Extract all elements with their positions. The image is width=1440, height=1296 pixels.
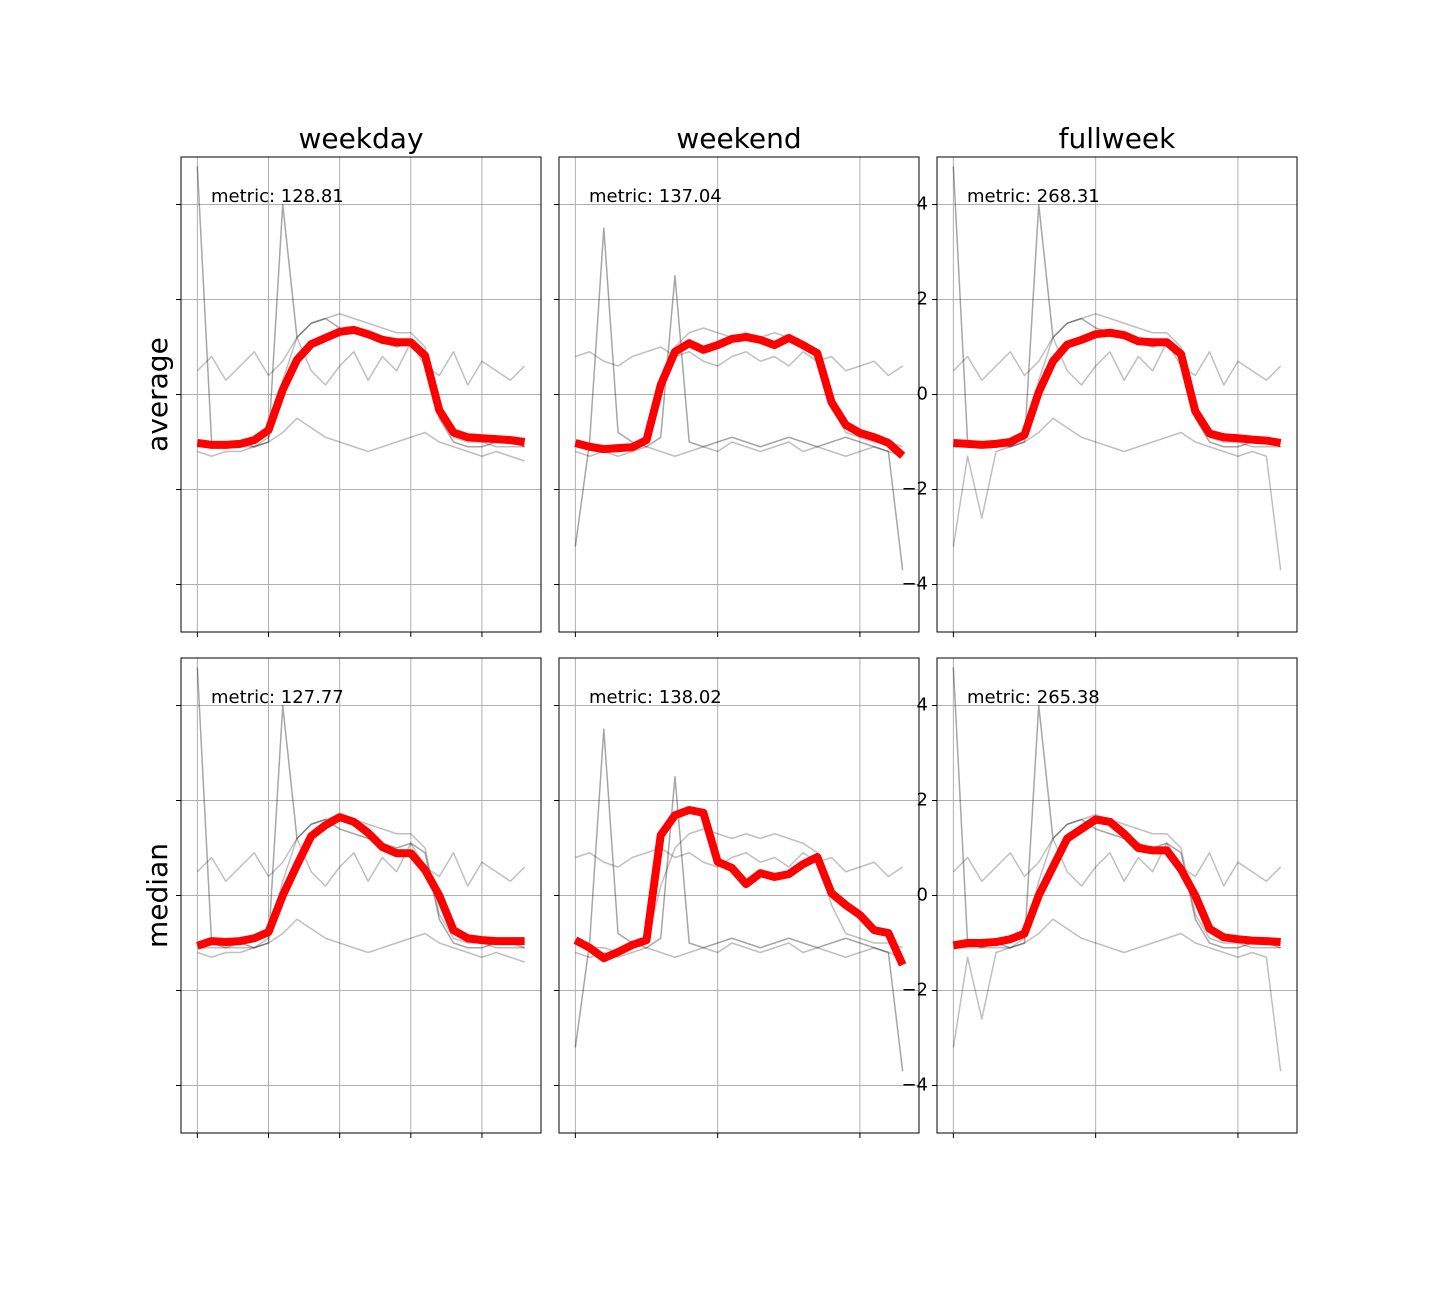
series-line xyxy=(196,166,525,448)
panel-title: weekday xyxy=(298,122,423,155)
series-line xyxy=(197,417,525,462)
row-label: average xyxy=(141,337,174,452)
axes-frame xyxy=(180,156,542,633)
y-tick-label: 4 xyxy=(917,194,928,215)
panel-title: weekend xyxy=(676,122,801,155)
series-line xyxy=(575,942,903,958)
y-tick-label: 2 xyxy=(917,289,928,310)
panel-title: fullweek xyxy=(1059,122,1177,155)
annotation: metric: 265.38 xyxy=(967,687,1100,708)
row-label: median xyxy=(141,843,174,948)
series-line xyxy=(952,837,1282,887)
series-line xyxy=(953,814,1281,949)
lines xyxy=(952,166,1282,571)
series-line xyxy=(953,328,1282,449)
lines xyxy=(196,166,526,462)
series-line xyxy=(197,814,525,949)
y-tick-label: −4 xyxy=(901,574,928,595)
series-line xyxy=(952,815,1281,950)
series-line xyxy=(197,313,525,448)
annotation: metric: 128.81 xyxy=(211,186,344,207)
series-line xyxy=(574,333,906,459)
series-line xyxy=(574,227,904,571)
y-tick-label: −2 xyxy=(901,980,928,1001)
y-tick-label: 4 xyxy=(917,695,928,716)
lines xyxy=(574,227,906,571)
series-line xyxy=(196,813,525,950)
lines xyxy=(196,667,526,963)
annotation: metric: 138.02 xyxy=(589,687,722,708)
series-line xyxy=(196,837,526,887)
series-line xyxy=(196,325,526,449)
axes-frame xyxy=(936,156,1298,633)
y-tick-label: −4 xyxy=(901,1075,928,1096)
axes-frame xyxy=(558,156,920,633)
y-tick-label: 0 xyxy=(917,885,928,906)
annotation: metric: 137.04 xyxy=(589,186,722,207)
series-line xyxy=(952,417,1282,571)
series-line xyxy=(197,918,525,963)
y-tick-label: 2 xyxy=(917,790,928,811)
series-line xyxy=(575,847,904,878)
axes-frame xyxy=(558,657,920,1134)
series-line xyxy=(952,918,1282,1072)
series-line xyxy=(952,667,1281,949)
series-line xyxy=(575,828,903,954)
axes-frame xyxy=(936,657,1298,1134)
y-tick-label: −2 xyxy=(901,479,928,500)
annotation: metric: 127.77 xyxy=(211,687,344,708)
y-tick-label: 0 xyxy=(917,384,928,405)
lines xyxy=(573,728,907,1072)
series-line xyxy=(574,728,904,1072)
axes-frame xyxy=(180,657,542,1134)
series-line xyxy=(952,336,1282,386)
series-line xyxy=(196,336,526,386)
series-line xyxy=(575,441,903,457)
series-line xyxy=(953,313,1281,448)
series-line xyxy=(575,346,904,377)
lines xyxy=(952,667,1282,1072)
series-line xyxy=(196,667,525,949)
series-line xyxy=(952,166,1281,448)
annotation: metric: 268.31 xyxy=(967,186,1100,207)
series-line xyxy=(573,806,907,967)
